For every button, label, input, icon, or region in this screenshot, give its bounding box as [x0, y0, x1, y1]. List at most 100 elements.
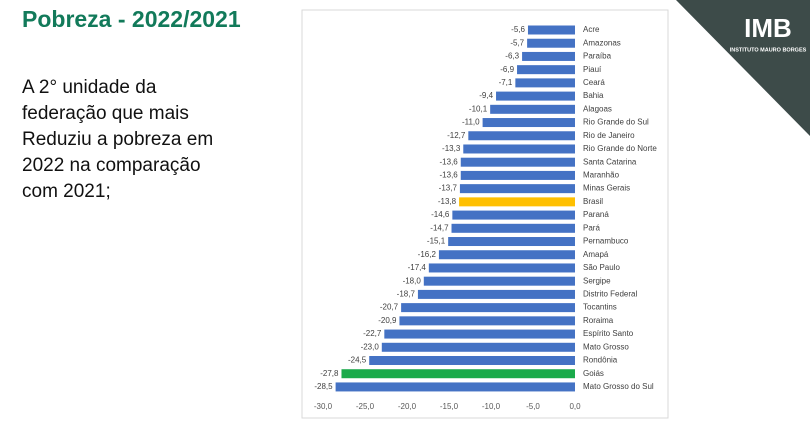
y-tick-label: Bahia — [583, 91, 604, 100]
data-label: -14,6 — [431, 210, 450, 219]
y-tick-label: Mato Grosso — [583, 342, 629, 351]
data-label: -5,6 — [511, 25, 525, 34]
data-label: -18,7 — [397, 290, 416, 299]
data-label: -7,1 — [499, 78, 513, 87]
logo-subtitle: INSTITUTO MAURO BORGES — [730, 47, 807, 53]
paragraph-line: 2022 na comparação — [22, 155, 201, 176]
data-label: -9,4 — [479, 91, 493, 100]
bar — [341, 369, 575, 379]
bar — [428, 263, 575, 273]
bar — [401, 303, 575, 313]
x-tick-label: 0,0 — [569, 402, 581, 411]
data-label: -24,5 — [348, 356, 367, 365]
data-label: -11,0 — [462, 118, 480, 127]
data-label: -14,7 — [430, 223, 449, 232]
data-label: -13,6 — [440, 157, 459, 166]
bar — [384, 329, 575, 339]
y-tick-label: Acre — [583, 25, 600, 34]
y-tick-label: Mato Grosso do Sul — [583, 382, 654, 391]
y-tick-label: Ceará — [583, 78, 605, 87]
y-tick-label: Alagoas — [583, 104, 612, 113]
bar — [460, 170, 575, 180]
x-tick-label: -10,0 — [482, 402, 501, 411]
y-tick-label: Rio de Janeiro — [583, 131, 635, 140]
paragraph-line: A 2° unidade da — [22, 77, 157, 98]
bar — [459, 197, 575, 207]
bar — [482, 118, 575, 128]
bar — [452, 210, 575, 220]
slide-title: Pobreza - 2022/2021 — [22, 6, 241, 32]
y-tick-label: Minas Gerais — [583, 184, 630, 193]
bar — [517, 65, 575, 75]
paragraph: A 2° unidade da federação que mais Reduziu… — [22, 75, 213, 205]
data-label: -22,7 — [363, 329, 382, 338]
y-tick-label: Roraima — [583, 316, 614, 325]
paragraph-line: federação que mais — [22, 103, 189, 124]
y-tick-label: Paraná — [583, 210, 609, 219]
bar — [438, 250, 575, 260]
data-label: -28,5 — [314, 382, 333, 391]
data-label: -6,9 — [500, 65, 514, 74]
bar — [463, 144, 575, 154]
paragraph-line: Reduziu a pobreza em — [22, 129, 214, 150]
data-label: -13,7 — [439, 184, 458, 193]
y-tick-label: Paraíba — [583, 52, 612, 61]
data-label: -18,0 — [403, 276, 422, 285]
data-label: -13,6 — [440, 171, 459, 180]
y-tick-label: Pernambuco — [583, 237, 629, 246]
x-tick-label: -15,0 — [440, 402, 459, 411]
y-tick-label: Rio Grande do Norte — [583, 144, 657, 153]
data-label: -5,7 — [510, 38, 524, 47]
y-tick-label: Amazonas — [583, 38, 621, 47]
y-tick-label: Sergipe — [583, 276, 611, 285]
y-tick-label: Distrito Federal — [583, 290, 637, 299]
bar — [460, 157, 575, 167]
y-tick-label: Piauí — [583, 65, 602, 74]
bar — [451, 223, 575, 233]
logo-text: IMB — [744, 13, 792, 43]
y-tick-label: Rondônia — [583, 356, 618, 365]
bar — [369, 356, 575, 365]
bar — [423, 276, 575, 286]
y-tick-label: Pará — [583, 223, 600, 232]
x-tick-label: -20,0 — [398, 402, 417, 411]
bar — [417, 289, 575, 299]
bar — [496, 91, 575, 101]
bar — [399, 316, 575, 326]
data-label: -15,1 — [427, 237, 446, 246]
data-label: -10,1 — [469, 104, 488, 113]
bar — [468, 131, 575, 141]
y-tick-label: Tocantins — [583, 303, 617, 312]
x-tick-label: -5,0 — [526, 402, 540, 411]
data-label: -20,9 — [378, 316, 397, 325]
logo-background — [676, 0, 810, 136]
data-label: -27,8 — [320, 369, 339, 378]
y-tick-label: Amapá — [583, 250, 609, 259]
bar — [335, 382, 575, 392]
y-tick-label: São Paulo — [583, 263, 620, 272]
bar — [490, 104, 575, 114]
data-label: -13,8 — [438, 197, 457, 206]
data-label: -23,0 — [361, 342, 380, 351]
data-label: -6,3 — [505, 52, 519, 61]
data-label: -12,7 — [447, 131, 466, 140]
y-tick-label: Rio Grande do Sul — [583, 118, 649, 127]
x-tick-label: -25,0 — [356, 402, 375, 411]
y-tick-label: Goiás — [583, 369, 604, 378]
x-tick-label: -30,0 — [314, 402, 333, 411]
y-tick-label: Maranhão — [583, 171, 620, 180]
data-label: -13,3 — [442, 144, 461, 153]
y-tick-label: Brasil — [583, 197, 603, 206]
data-label: -20,7 — [380, 303, 399, 312]
paragraph-line: com 2021; — [22, 181, 111, 202]
bar — [459, 184, 575, 194]
bar — [527, 38, 575, 48]
bar — [515, 78, 575, 88]
bar — [527, 25, 575, 35]
data-label: -17,4 — [408, 263, 427, 272]
bar — [381, 342, 575, 352]
bar — [448, 237, 575, 247]
data-label: -16,2 — [418, 250, 437, 259]
